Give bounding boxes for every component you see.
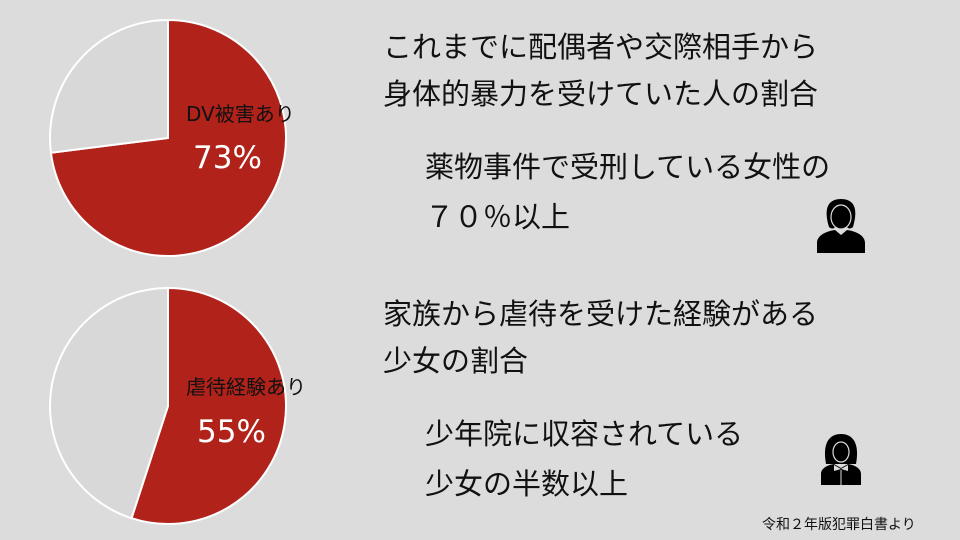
pie-label-abuse: 虐待経験あり	[186, 375, 306, 399]
pie-slice-highlight	[130, 286, 287, 525]
detail-1-line-1: 薬物事件で受刑している女性の	[425, 150, 831, 184]
detail-2-line-2: 少女の半数以上	[425, 467, 629, 501]
pie-value-abuse: 55%	[197, 414, 266, 450]
woman-icon	[817, 199, 865, 253]
pie-value-dv: 73%	[193, 140, 262, 176]
girl-icon	[821, 434, 861, 485]
pie-chart-abuse	[49, 286, 287, 525]
heading-1-line-1: これまでに配偶者や交際相手から	[383, 30, 819, 64]
heading-2-line-2: 少女の割合	[383, 344, 529, 378]
detail-1-line-2: ７０％以上	[425, 200, 571, 234]
source-note: 令和２年版犯罪白書より	[762, 517, 916, 533]
heading-2-line-1: 家族から虐待を受けた経験がある	[383, 297, 819, 331]
pie-slice-remainder	[49, 286, 169, 520]
pie-chart-dv	[49, 18, 287, 257]
pie-label-dv: DV被害あり	[186, 102, 295, 126]
detail-2-line-1: 少年院に収容されている	[425, 417, 744, 451]
heading-1-line-2: 身体的暴力を受けていた人の割合	[383, 77, 819, 111]
pie-slice-remainder	[49, 18, 169, 154]
